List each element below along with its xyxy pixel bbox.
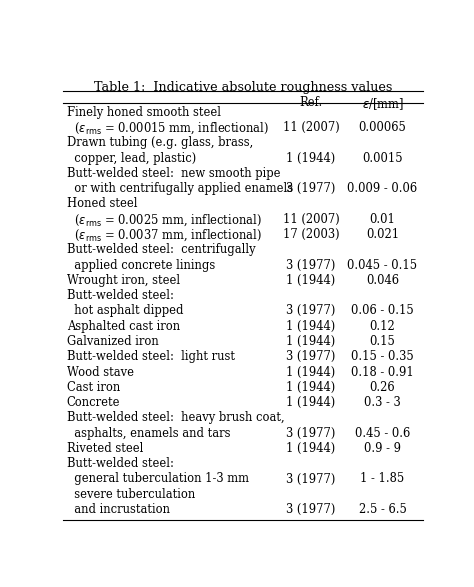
Text: 0.06 - 0.15: 0.06 - 0.15 <box>351 305 414 318</box>
Text: applied concrete linings: applied concrete linings <box>66 258 215 272</box>
Text: Butt-welded steel:  light rust: Butt-welded steel: light rust <box>66 350 235 363</box>
Text: 3 (1977): 3 (1977) <box>286 473 336 485</box>
Text: or with centrifugally applied enamels: or with centrifugally applied enamels <box>66 182 293 195</box>
Text: 0.01: 0.01 <box>370 212 395 226</box>
Text: general tuberculation 1-3 mm: general tuberculation 1-3 mm <box>66 473 248 485</box>
Text: 0.12: 0.12 <box>370 320 395 333</box>
Text: Finely honed smooth steel: Finely honed smooth steel <box>66 106 220 119</box>
Text: Wood stave: Wood stave <box>66 366 134 379</box>
Text: 0.15 - 0.35: 0.15 - 0.35 <box>351 350 414 363</box>
Text: Honed steel: Honed steel <box>66 197 137 210</box>
Text: 3 (1977): 3 (1977) <box>286 350 336 363</box>
Text: Butt-welded steel:: Butt-welded steel: <box>66 457 173 470</box>
Text: 17 (2003): 17 (2003) <box>283 228 339 241</box>
Text: 0.0015: 0.0015 <box>362 151 403 164</box>
Text: 0.18 - 0.91: 0.18 - 0.91 <box>351 366 414 379</box>
Text: 1 (1944): 1 (1944) <box>286 381 336 394</box>
Text: Ref.: Ref. <box>299 96 322 109</box>
Text: 1 (1944): 1 (1944) <box>286 274 336 287</box>
Text: 0.021: 0.021 <box>366 228 399 241</box>
Text: asphalts, enamels and tars: asphalts, enamels and tars <box>66 427 230 440</box>
Text: Butt-welded steel:  heavy brush coat,: Butt-welded steel: heavy brush coat, <box>66 411 284 424</box>
Text: severe tuberculation: severe tuberculation <box>66 488 195 501</box>
Text: 11 (2007): 11 (2007) <box>283 212 339 226</box>
Text: 0.26: 0.26 <box>370 381 395 394</box>
Text: 3 (1977): 3 (1977) <box>286 258 336 272</box>
Text: ($\epsilon_{\rm rms}$ = 0.0025 mm, inflectional): ($\epsilon_{\rm rms}$ = 0.0025 mm, infle… <box>66 212 261 228</box>
Text: Table 1:  Indicative absolute roughness values: Table 1: Indicative absolute roughness v… <box>94 81 392 94</box>
Text: 3 (1977): 3 (1977) <box>286 182 336 195</box>
Text: 1 - 1.85: 1 - 1.85 <box>360 473 405 485</box>
Text: copper, lead, plastic): copper, lead, plastic) <box>66 151 196 164</box>
Text: 1 (1944): 1 (1944) <box>286 151 336 164</box>
Text: 1 (1944): 1 (1944) <box>286 366 336 379</box>
Text: Butt-welded steel:: Butt-welded steel: <box>66 289 173 302</box>
Text: 1 (1944): 1 (1944) <box>286 320 336 333</box>
Text: 0.45 - 0.6: 0.45 - 0.6 <box>355 427 410 440</box>
Text: 0.9 - 9: 0.9 - 9 <box>364 442 401 455</box>
Text: 0.15: 0.15 <box>370 335 395 348</box>
Text: Drawn tubing (e.g. glass, brass,: Drawn tubing (e.g. glass, brass, <box>66 136 253 149</box>
Text: 2.5 - 6.5: 2.5 - 6.5 <box>358 503 407 516</box>
Text: 0.046: 0.046 <box>366 274 399 287</box>
Text: 0.3 - 3: 0.3 - 3 <box>364 396 401 409</box>
Text: Asphalted cast iron: Asphalted cast iron <box>66 320 180 333</box>
Text: 1 (1944): 1 (1944) <box>286 442 336 455</box>
Text: ($\epsilon_{\rm rms}$ = 0.00015 mm, inflectional): ($\epsilon_{\rm rms}$ = 0.00015 mm, infl… <box>66 121 269 137</box>
Text: hot asphalt dipped: hot asphalt dipped <box>66 305 183 318</box>
Text: 3 (1977): 3 (1977) <box>286 305 336 318</box>
Text: 0.009 - 0.06: 0.009 - 0.06 <box>347 182 418 195</box>
Text: Butt-welded steel:  centrifugally: Butt-welded steel: centrifugally <box>66 243 255 257</box>
Text: Butt-welded steel:  new smooth pipe: Butt-welded steel: new smooth pipe <box>66 167 280 180</box>
Text: Riveted steel: Riveted steel <box>66 442 143 455</box>
Text: 0.00065: 0.00065 <box>358 121 407 134</box>
Text: Galvanized iron: Galvanized iron <box>66 335 158 348</box>
Text: ($\epsilon_{\rm rms}$ = 0.0037 mm, inflectional): ($\epsilon_{\rm rms}$ = 0.0037 mm, infle… <box>66 228 261 244</box>
Text: and incrustation: and incrustation <box>66 503 170 516</box>
Text: 3 (1977): 3 (1977) <box>286 503 336 516</box>
Text: 3 (1977): 3 (1977) <box>286 427 336 440</box>
Text: $\epsilon$/[mm]: $\epsilon$/[mm] <box>362 96 403 112</box>
Text: 0.045 - 0.15: 0.045 - 0.15 <box>347 258 418 272</box>
Text: Wrought iron, steel: Wrought iron, steel <box>66 274 180 287</box>
Text: Cast iron: Cast iron <box>66 381 120 394</box>
Text: 11 (2007): 11 (2007) <box>283 121 339 134</box>
Text: Concrete: Concrete <box>66 396 120 409</box>
Text: 1 (1944): 1 (1944) <box>286 396 336 409</box>
Text: 1 (1944): 1 (1944) <box>286 335 336 348</box>
